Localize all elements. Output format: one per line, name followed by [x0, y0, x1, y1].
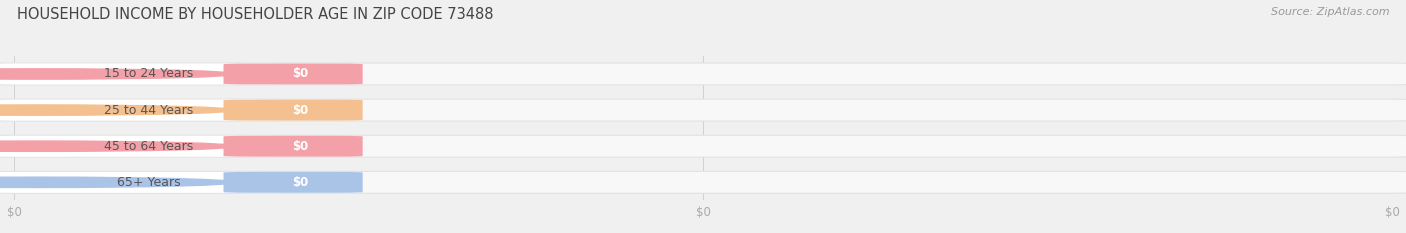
- FancyBboxPatch shape: [0, 136, 1406, 157]
- Circle shape: [0, 141, 236, 151]
- FancyBboxPatch shape: [224, 172, 363, 193]
- Circle shape: [0, 105, 236, 115]
- Text: 45 to 64 Years: 45 to 64 Years: [104, 140, 194, 153]
- FancyBboxPatch shape: [224, 136, 363, 157]
- Text: 65+ Years: 65+ Years: [117, 176, 181, 189]
- FancyBboxPatch shape: [0, 100, 280, 120]
- FancyBboxPatch shape: [0, 172, 280, 193]
- Text: HOUSEHOLD INCOME BY HOUSEHOLDER AGE IN ZIP CODE 73488: HOUSEHOLD INCOME BY HOUSEHOLDER AGE IN Z…: [17, 7, 494, 22]
- FancyBboxPatch shape: [0, 135, 1406, 158]
- FancyBboxPatch shape: [0, 100, 1406, 120]
- FancyBboxPatch shape: [0, 172, 1406, 193]
- FancyBboxPatch shape: [224, 100, 363, 120]
- Text: $0: $0: [292, 176, 308, 189]
- Text: $0: $0: [292, 140, 308, 153]
- Text: Source: ZipAtlas.com: Source: ZipAtlas.com: [1271, 7, 1389, 17]
- FancyBboxPatch shape: [0, 64, 1406, 84]
- FancyBboxPatch shape: [0, 171, 1406, 194]
- FancyBboxPatch shape: [0, 99, 1406, 122]
- FancyBboxPatch shape: [0, 136, 280, 157]
- Text: $0: $0: [292, 68, 308, 80]
- Circle shape: [0, 69, 236, 79]
- FancyBboxPatch shape: [224, 64, 363, 84]
- FancyBboxPatch shape: [0, 62, 1406, 86]
- Text: 25 to 44 Years: 25 to 44 Years: [104, 104, 194, 116]
- Text: 15 to 24 Years: 15 to 24 Years: [104, 68, 194, 80]
- Circle shape: [0, 177, 236, 188]
- FancyBboxPatch shape: [0, 64, 280, 84]
- Text: $0: $0: [292, 104, 308, 116]
